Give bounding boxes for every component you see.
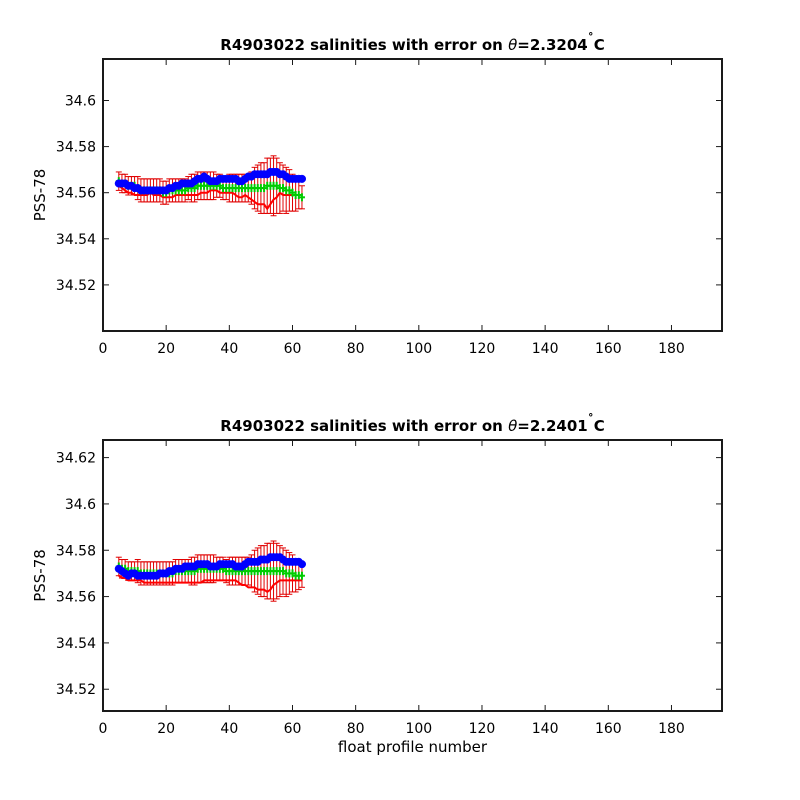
green-series-point: [280, 567, 287, 576]
green-series-point: [273, 181, 280, 190]
y-axis-label: PSS-78: [31, 169, 49, 222]
x-tick-label: 0: [99, 341, 108, 357]
green-series-point: [289, 188, 296, 197]
green-series-point: [295, 191, 302, 199]
y-tick-label: 34.54: [56, 636, 96, 652]
green-series-point: [182, 186, 189, 195]
y-tick-label: 34.54: [56, 232, 96, 248]
x-tick-label: 160: [595, 721, 622, 737]
x-tick-label: 60: [284, 721, 302, 737]
y-tick-label: 34.56: [56, 590, 96, 606]
x-tick-label: 120: [469, 341, 496, 357]
y-tick-label: 34.62: [56, 451, 96, 467]
x-tick-label: 160: [595, 341, 622, 357]
green-series-point: [286, 186, 293, 195]
x-tick-label: 80: [347, 341, 365, 357]
green-series-point: [298, 571, 305, 580]
axes-frame: [102, 439, 723, 712]
y-tick-label: 34.56: [56, 186, 96, 202]
green-series-point: [289, 569, 296, 578]
chart-title: R4903022 salinities with error on θ=2.32…: [220, 31, 604, 54]
y-tick-label: 34.6: [65, 497, 96, 513]
upper-panel: R4903022 salinities with error on θ=2.32…: [31, 31, 723, 357]
x-tick-label: 80: [347, 721, 365, 737]
title-theta: θ: [508, 36, 517, 54]
x-tick-label: 60: [284, 341, 302, 357]
y-axis-label: PSS-78: [31, 549, 49, 602]
title-theta: θ: [508, 417, 517, 435]
chart-title: R4903022 salinities with error on θ=2.24…: [220, 412, 604, 435]
x-tick-label: 180: [658, 341, 685, 357]
x-tick-label: 20: [157, 341, 175, 357]
x-tick-label: 140: [532, 341, 559, 357]
x-tick-label: 120: [469, 721, 496, 737]
x-axis-label: float profile number: [338, 738, 488, 756]
title-prefix: R4903022 salinities with error on: [220, 36, 508, 54]
y-tick-label: 34.52: [56, 682, 96, 698]
y-tick-label: 34.58: [56, 140, 96, 156]
title-unit: C: [594, 417, 605, 435]
title-unit: C: [594, 36, 605, 54]
blue-series-point: [297, 560, 307, 569]
x-tick-label: 0: [99, 721, 108, 737]
axes-frame: [102, 58, 723, 332]
x-tick-label: 40: [220, 341, 238, 357]
x-tick-label: 100: [405, 721, 432, 737]
title-prefix: R4903022 salinities with error on: [220, 417, 508, 435]
x-tick-label: 100: [405, 341, 432, 357]
title-degree: ˚: [588, 31, 594, 46]
green-series-point: [298, 193, 305, 202]
green-series-point: [261, 184, 268, 193]
x-tick-label: 40: [220, 721, 238, 737]
blue-series-point: [297, 174, 307, 183]
title-degree: ˚: [588, 412, 594, 427]
y-tick-label: 34.6: [65, 93, 96, 109]
x-tick-label: 20: [157, 721, 175, 737]
y-tick-label: 34.52: [56, 278, 96, 294]
title-value: =2.2401: [517, 417, 587, 435]
title-value: =2.3204: [517, 36, 587, 54]
red-series-line: [118, 574, 302, 594]
green-series-point: [280, 184, 287, 193]
y-tick-label: 34.58: [56, 543, 96, 559]
x-tick-label: 140: [532, 721, 559, 737]
x-tick-label: 180: [658, 721, 685, 737]
lower-panel: R4903022 salinities with error on θ=2.24…: [31, 412, 723, 756]
